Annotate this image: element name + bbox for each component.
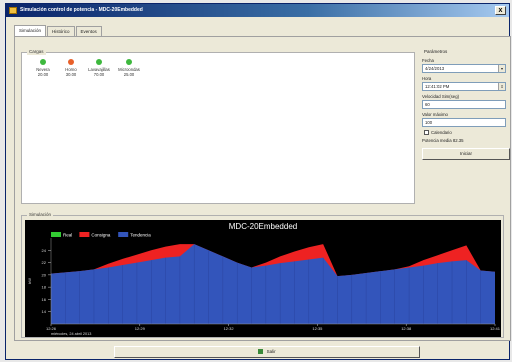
x-tick-label: 12:26 [46,326,57,331]
max-value: 100 [425,120,433,125]
speed-value: 60 [425,102,430,107]
load-status-icon [40,59,46,65]
parameters-title: Parámetros [424,49,448,54]
load-item[interactable]: Horno 30.00 [58,59,84,77]
y-tick-label: 20 [42,272,47,277]
x-tick-label: 12:38 [401,326,412,331]
calendar-label: Calendario [431,130,452,135]
max-value-input[interactable]: 100 [422,118,506,127]
main-window: Simulación control de potencia - MDC-20E… [5,3,511,361]
exit-button[interactable]: Salir [114,346,420,358]
exit-icon [258,349,264,355]
simulation-group-title: Simulación [27,212,54,218]
chart-svg: 14 16 18 20 22 24 12:26 12:29 12:32 12:35 12:38 12:… [27,222,501,336]
tab-strip: Simulación Histórico Eventos [14,25,102,37]
chart-title: MDC-20Embedded [229,222,297,231]
loads-group-title: Cargas [27,49,46,55]
exit-label: Salir [266,349,276,354]
x-tick-label: 12:29 [135,326,146,331]
y-tick-label: 22 [42,260,47,265]
time-picker[interactable]: 12:41:02 PM ⇕ [422,82,506,91]
load-name: Nevera [36,67,50,72]
spinner-icon[interactable]: ⇕ [498,83,505,90]
title-bar[interactable]: Simulación control de potencia - MDC-20E… [6,4,509,17]
x-tick-label: 12:35 [312,326,323,331]
speed-label: Velocidad Sim(seg) [422,94,460,99]
load-status-icon [96,59,102,65]
loads-group: Cargas Nevera 20.00 Horno 30.00 Lavavaji… [21,49,415,204]
simulation-panel: Cargas Nevera 20.00 Horno 30.00 Lavavaji… [14,36,511,341]
load-name: Microondas [118,67,140,72]
legend-swatch [118,232,129,237]
load-value: 30.00 [65,72,77,77]
load-item[interactable]: Lavavajillas 70.00 [86,59,112,77]
load-item[interactable]: Nevera 20.00 [30,59,56,77]
parameters-panel: Parámetros Fecha 4/24/2013 ▾ Hora 12:41:… [420,49,510,160]
power-chart: 14 16 18 20 22 24 12:26 12:29 12:32 12:35 12:38 12:… [25,220,501,337]
average-power-text: Potencia media 82.35 [422,138,464,143]
footer-bar: Salir [6,344,509,361]
max-value-label: Valor máximo [422,112,448,117]
y-tick-label: 18 [42,285,47,290]
y-tick-label: 16 [42,297,47,302]
load-value: 20.00 [37,72,49,77]
legend-label: Consigna [91,233,111,238]
legend-label: Real [63,233,72,238]
speed-input[interactable]: 60 [422,100,506,109]
x-tick-label: 12:32 [224,326,235,331]
load-value: 25.00 [123,72,135,77]
date-picker[interactable]: 4/24/2013 ▾ [422,64,506,73]
date-value: 4/24/2013 [425,66,445,71]
legend-label: Tendencia [130,233,151,238]
y-tick-label: 14 [42,309,47,314]
app-icon [9,7,17,14]
load-item[interactable]: Microondas 25.00 [116,59,142,77]
series-tendencia-area [51,244,495,324]
start-button[interactable]: Iniciar [422,148,510,160]
load-value: 70.00 [93,72,105,77]
y-axis-label: kW [27,278,32,284]
x-axis-label: miércoles, 24 abril 2013 [51,332,91,336]
tab-eventos[interactable]: Eventos [75,26,102,37]
calendar-checkbox[interactable] [424,130,429,135]
chevron-down-icon[interactable]: ▾ [498,65,505,72]
close-button[interactable]: x [495,6,506,15]
load-name: Lavavajillas [88,67,110,72]
window-title: Simulación control de potencia - MDC-20E… [20,7,143,13]
legend-swatch [51,232,61,237]
tab-historico[interactable]: Histórico [47,26,75,37]
tab-simulacion[interactable]: Simulación [14,25,47,37]
load-status-icon [126,59,132,65]
x-tick-label: 12:41 [490,326,501,331]
legend-swatch [79,232,90,237]
calendar-checkbox-row[interactable]: Calendario [424,130,510,135]
y-tick-label: 24 [42,248,47,253]
time-label: Hora [422,76,432,81]
date-label: Fecha [422,58,434,63]
load-name: Horno [65,67,77,72]
time-value: 12:41:02 PM [425,84,450,89]
simulation-group: Simulación 14 16 18 20 22 24 12:26 12:29 12:32 12… [21,212,504,338]
load-status-icon [68,59,74,65]
